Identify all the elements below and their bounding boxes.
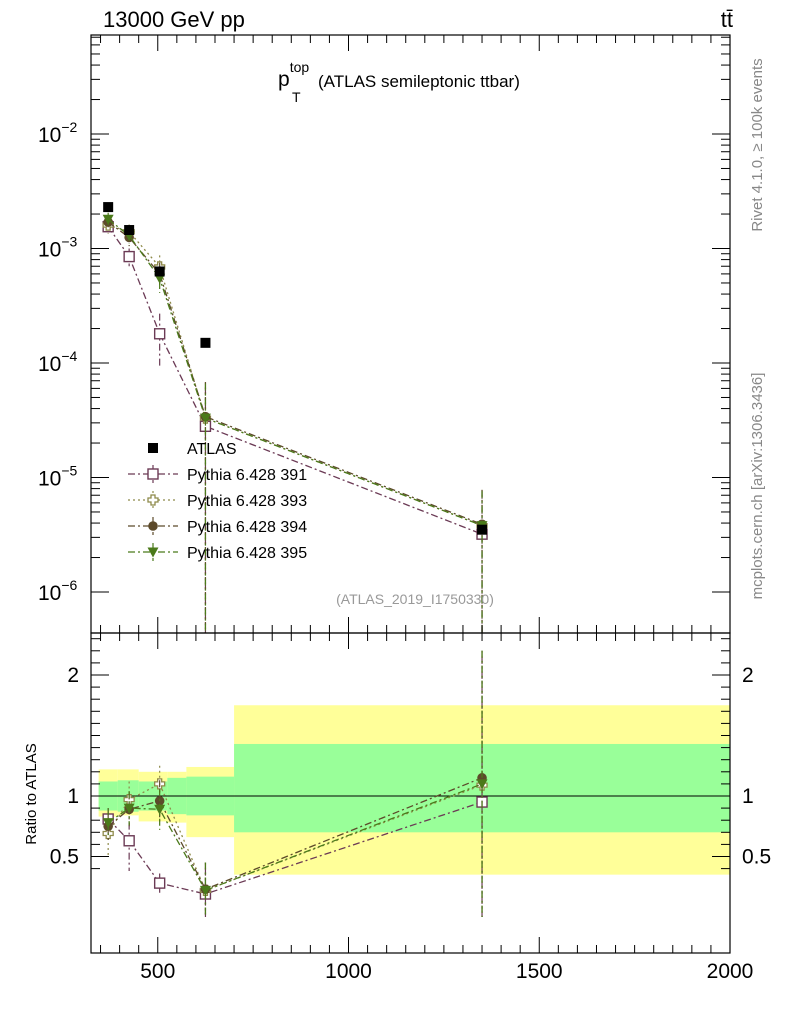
legend-marker [148, 443, 158, 453]
main-series-0 [103, 202, 488, 535]
main-series-layer [102, 202, 488, 633]
ratio-line [107, 783, 483, 892]
ratio-y-axis-label: Ratio to ATLAS [23, 743, 40, 844]
data-point [477, 524, 488, 535]
series-line [107, 226, 483, 535]
legend-label: Pythia 6.428 394 [187, 519, 307, 536]
data-point [103, 202, 114, 213]
analysis-tag: (ATLAS_2019_I1750330) [336, 591, 494, 607]
legend-entry: Pythia 6.428 395 [128, 543, 307, 562]
main-y-tick-label: 10−6 [38, 577, 78, 605]
mcplots-label: mcplots.cern.ch [arXiv:1306.3436] [749, 373, 766, 600]
ratio-bands [98, 705, 730, 875]
x-tick-label: 500 [140, 960, 175, 983]
ratio-ticks [91, 633, 731, 953]
data-point [153, 328, 166, 340]
data-point [200, 337, 211, 348]
x-tick-label: 1000 [325, 960, 372, 983]
data-point [102, 214, 114, 225]
ratio-point [476, 779, 488, 790]
title-sub: T [292, 89, 301, 105]
series-line [107, 221, 483, 525]
legend-entry: Pythia 6.428 393 [128, 491, 307, 510]
legend-label: Pythia 6.428 391 [187, 467, 307, 484]
legend-marker [147, 547, 159, 558]
ratio-y-tick-label-left: 1 [67, 785, 79, 808]
ratio-line [107, 777, 483, 890]
process-label: tt̄ [721, 7, 733, 32]
legend-label: Pythia 6.428 393 [187, 493, 307, 510]
ratio-y-tick-label-right: 2 [742, 664, 754, 687]
ratio-tick-labels: 0.5 0.5 1 1 2 2 500 1000 1500 2000 [50, 664, 771, 983]
title-suffix: (ATLAS semileptonic ttbar) [318, 72, 520, 91]
legend-entry: ATLAS [148, 441, 237, 458]
ratio-point [102, 818, 114, 829]
main-y-tick-labels: 10−2 10−3 10−4 10−5 10−6 [38, 119, 78, 605]
legend-marker [147, 468, 159, 480]
main-y-tick-label: 10−4 [38, 348, 78, 376]
ratio-y-tick-label-right: 1 [742, 785, 754, 808]
energy-label: 13000 GeV pp [103, 7, 245, 32]
ratio-y-tick-label-left: 2 [67, 664, 79, 687]
data-point [199, 413, 211, 424]
main-panel: 10−2 10−3 10−4 10−5 10−6 ptop T (ATLAS semil… [38, 34, 731, 634]
title-main: p [278, 68, 290, 91]
legend-marker [148, 521, 158, 531]
legend-entry: Pythia 6.428 391 [128, 465, 307, 484]
legend-label: ATLAS [187, 441, 237, 458]
legend: ATLAS Pythia 6.428 391 Pythia 6.428 393 Pyt… [128, 441, 307, 562]
ratio-y-tick-label-right: 0.5 [742, 846, 771, 869]
main-ticks [91, 35, 731, 633]
ratio-point [154, 796, 165, 806]
title-sup: top [290, 59, 310, 75]
main-y-tick-label: 10−3 [38, 234, 78, 262]
main-frame [90, 34, 731, 634]
ratio-y-tick-label-left: 0.5 [50, 846, 79, 869]
ratio-point [153, 877, 166, 889]
main-y-tick-label: 10−2 [38, 119, 78, 147]
ratio-series-4 [102, 650, 488, 917]
legend-label: Pythia 6.428 395 [187, 545, 307, 562]
main-series-1 [102, 219, 488, 633]
ratio-point [123, 803, 135, 814]
main-y-tick-label: 10−5 [38, 463, 78, 491]
ratio-point [123, 835, 135, 847]
ratio-point [199, 885, 211, 896]
legend-marker [147, 494, 159, 506]
x-tick-label: 1500 [516, 960, 563, 983]
ratio-series-layer [102, 650, 488, 917]
x-tick-label: 2000 [707, 960, 754, 983]
chart-title: ptop [278, 59, 309, 91]
ratio-point [154, 804, 166, 815]
data-point [123, 250, 135, 263]
ratio-panel: 0.5 0.5 1 1 2 2 500 1000 1500 2000 Ratio to ATLAS [23, 632, 771, 983]
data-point [154, 266, 165, 277]
ratio-frame [90, 632, 731, 954]
data-point [124, 225, 135, 236]
rivet-label: Rivet 4.1.0, ≥ 100k events [749, 58, 766, 231]
legend-entry: Pythia 6.428 394 [128, 517, 307, 536]
ratio-line [107, 801, 483, 895]
